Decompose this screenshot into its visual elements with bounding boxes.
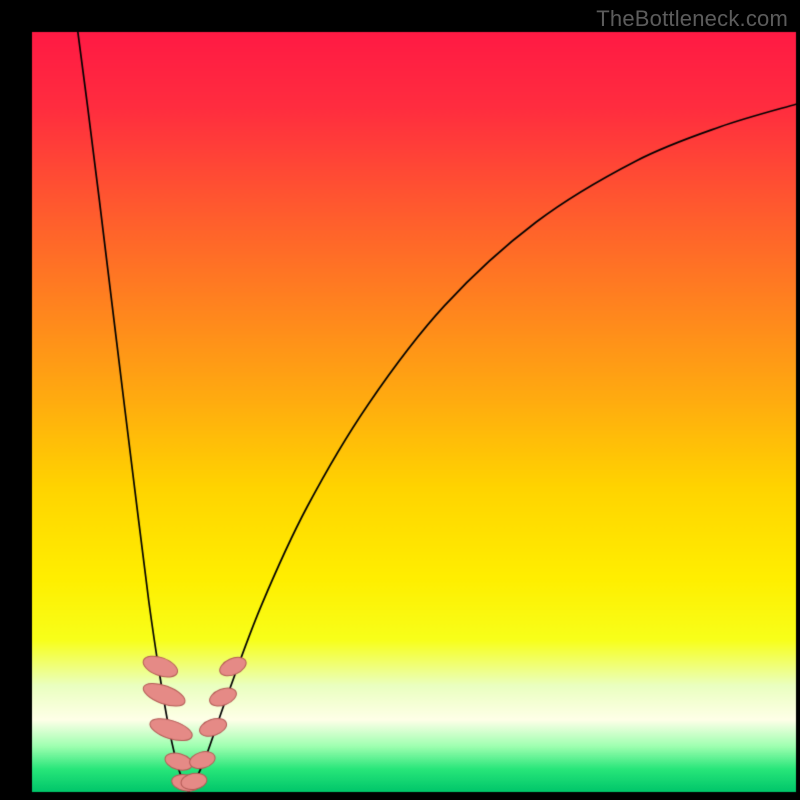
bottleneck-chart-canvas — [0, 0, 800, 800]
watermark-label: TheBottleneck.com — [596, 6, 788, 32]
chart-stage: TheBottleneck.com — [0, 0, 800, 800]
